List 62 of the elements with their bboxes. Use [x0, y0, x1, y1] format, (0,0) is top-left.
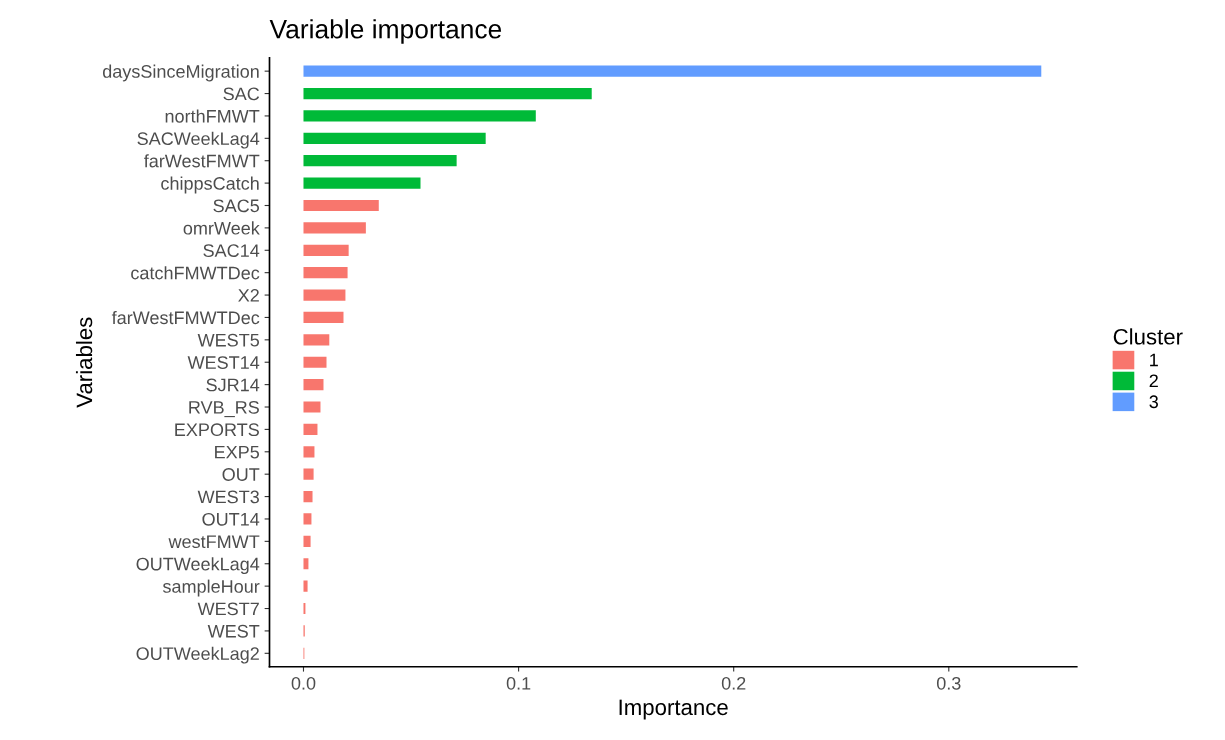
y-tick-label: WEST5: [197, 333, 260, 347]
x-tick-label: 0.1: [506, 676, 531, 690]
bar: [303, 334, 330, 346]
bar: [303, 423, 318, 435]
y-tick-label: chippsCatch: [161, 176, 259, 194]
y-tick-label: OUT14: [202, 512, 260, 526]
bar: [303, 468, 314, 480]
bar: [303, 580, 308, 592]
bar: [303, 311, 344, 324]
bar: [303, 65, 1042, 77]
legend-title: Cluster: [1113, 328, 1183, 345]
y-tick-label: EXPORTS: [175, 423, 259, 437]
bar: [303, 401, 321, 413]
y-tick-label: WEST: [207, 624, 260, 638]
bar: [303, 222, 366, 234]
y-tick-label: WEST14: [187, 356, 260, 369]
y-tick-label: westFMWT: [168, 535, 260, 549]
x-tick-label: 0.2: [721, 676, 746, 690]
y-tick-label: OUT: [222, 468, 260, 481]
y-tick-label: sampleHour: [162, 579, 260, 597]
bar: [303, 177, 421, 189]
x-tick-label: 0.0: [291, 676, 316, 690]
legend-label: 2: [1149, 374, 1158, 388]
legend-label: 1: [1150, 353, 1158, 367]
y-tick-label: X2: [238, 288, 259, 302]
y-tick-label: SJR14: [206, 378, 260, 392]
bar: [303, 132, 486, 144]
bar: [303, 267, 348, 279]
bar: [303, 379, 324, 391]
bar: [303, 289, 346, 301]
x-tick-label: 0.3: [936, 676, 961, 690]
y-tick-label: WEST7: [197, 602, 259, 616]
y-tick-label: OUTWeekLag2: [136, 646, 259, 664]
bar: [303, 244, 349, 256]
chart-title: Variable importance: [269, 19, 502, 44]
bar: [303, 446, 315, 458]
y-tick-label: WEST3: [197, 490, 259, 504]
y-tick-label: farWestFMWT: [144, 154, 260, 168]
bar: [303, 87, 592, 100]
bar: [303, 199, 379, 212]
bar: [303, 513, 312, 525]
y-tick-label: northFMWT: [165, 109, 260, 123]
y-tick-label: EXP5: [215, 445, 260, 459]
bar: [303, 535, 311, 547]
bar: [303, 558, 309, 570]
y-axis-title: Variables: [75, 317, 93, 408]
x-axis-title: Importance: [619, 699, 728, 720]
y-tick-label: farWestFMWTDec: [111, 310, 260, 325]
y-tick-label: omrWeek: [183, 221, 260, 235]
bar: [303, 356, 327, 368]
y-tick-label: daysSinceMigration: [102, 64, 259, 82]
y-tick-label: RVB_RS: [189, 400, 259, 418]
legend-label: 3: [1149, 395, 1158, 409]
y-tick-label: OUTWeekLag4: [136, 557, 260, 575]
y-tick-label: SAC5: [213, 199, 260, 213]
y-tick-label: SACWeekLag4: [137, 131, 260, 149]
y-tick-label: SAC14: [203, 244, 260, 257]
bar: [303, 490, 313, 503]
y-tick-label: SAC: [223, 87, 260, 101]
bar: [303, 155, 457, 167]
bar: [303, 110, 536, 122]
y-tick-label: catchFMWTDec: [131, 266, 260, 280]
